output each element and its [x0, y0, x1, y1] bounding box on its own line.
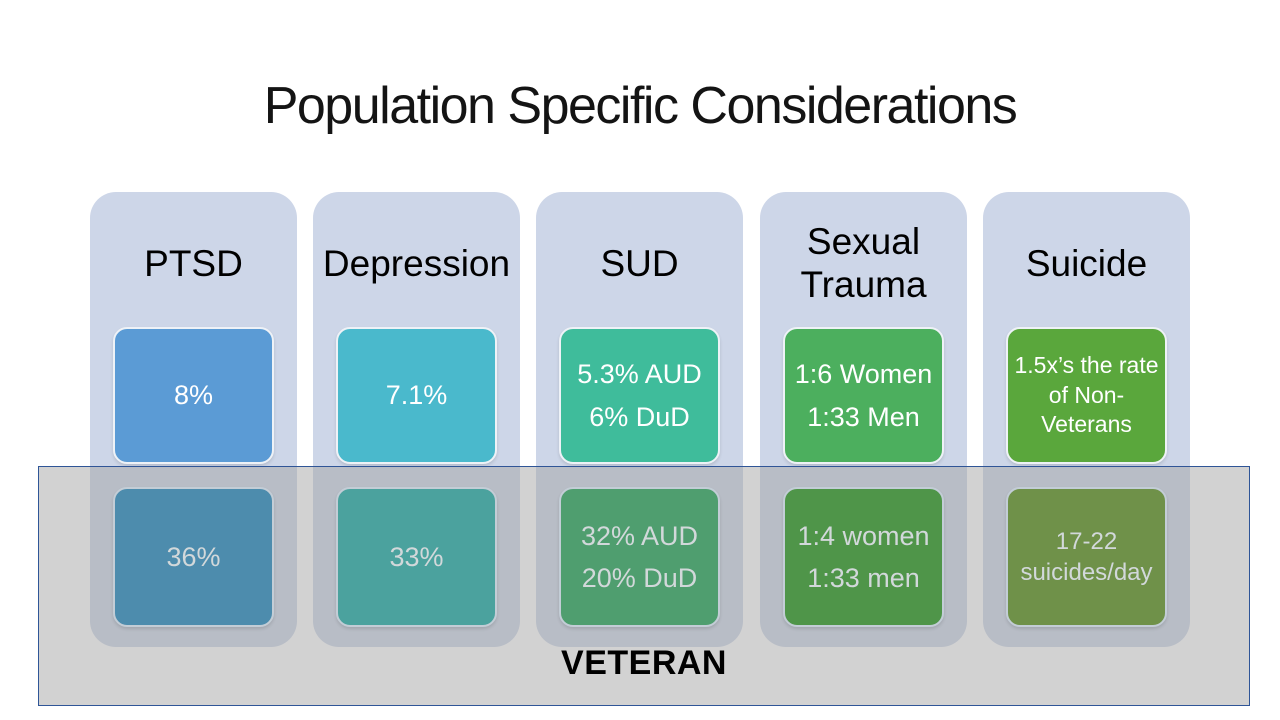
general-stat-line: 1:33 Men — [807, 401, 920, 432]
category-column-sud: SUD 5.3% AUD 6% DuD 32% AUD 20% DuD — [536, 192, 743, 647]
veteran-stat-line: 33% — [389, 541, 444, 572]
general-population-stat: 1.5x’s the rate of Non-Veterans — [1006, 327, 1167, 464]
general-stat-line: 7.1% — [385, 380, 448, 411]
page-title: Population Specific Considerations — [263, 77, 1018, 135]
category-header: Depression — [322, 242, 511, 284]
general-population-stat: 5.3% AUD 6% DuD — [559, 327, 720, 464]
veteran-population-stat: 32% AUD 20% DuD — [559, 487, 720, 627]
veteran-stat-line: 32% AUD — [580, 520, 699, 551]
general-stat-line: 8% — [173, 380, 214, 411]
category-column-suicide: Suicide 1.5x’s the rate of Non-Veterans … — [983, 192, 1190, 647]
category-header: PTSD — [144, 242, 243, 284]
category-column-sexual-trauma: Sexual Trauma 1:6 Women 1:33 Men 1:4 wome… — [760, 192, 967, 647]
general-population-stat: 7.1% — [336, 327, 497, 464]
veteran-stat-line: 1:33 men — [807, 563, 920, 593]
general-stat-line: 5.3% AUD — [577, 359, 702, 390]
veteran-population-stat: 17-22 suicides/day — [1006, 487, 1167, 627]
veteran-stat-line: 36% — [166, 541, 221, 572]
category-column-depression: Depression 7.1% 33% — [313, 192, 520, 647]
veteran-population-stat: 1:4 women 1:33 men — [783, 487, 944, 627]
category-header: Suicide — [1025, 242, 1148, 284]
general-population-stat: 1:6 Women 1:33 Men — [783, 327, 944, 464]
general-stat-line: 1:6 Women — [794, 359, 933, 390]
veteran-population-stat: 33% — [336, 487, 497, 627]
general-population-stat: 8% — [113, 327, 274, 464]
category-header: SUD — [600, 242, 679, 284]
veteran-population-stat: 36% — [113, 487, 274, 627]
category-column-ptsd: PTSD 8% 36% — [90, 192, 297, 647]
veteran-stat-line: 17-22 suicides/day — [1020, 527, 1153, 586]
general-stat-line: 1.5x’s the rate of Non-Veterans — [1014, 351, 1159, 438]
veteran-stat-line: 20% DuD — [581, 563, 698, 593]
general-stat-line: 6% DuD — [589, 401, 690, 432]
veteran-stat-line: 1:4 women — [797, 520, 930, 551]
veteran-band-label: VETERAN — [561, 644, 727, 682]
category-header: Sexual Trauma — [800, 221, 927, 305]
